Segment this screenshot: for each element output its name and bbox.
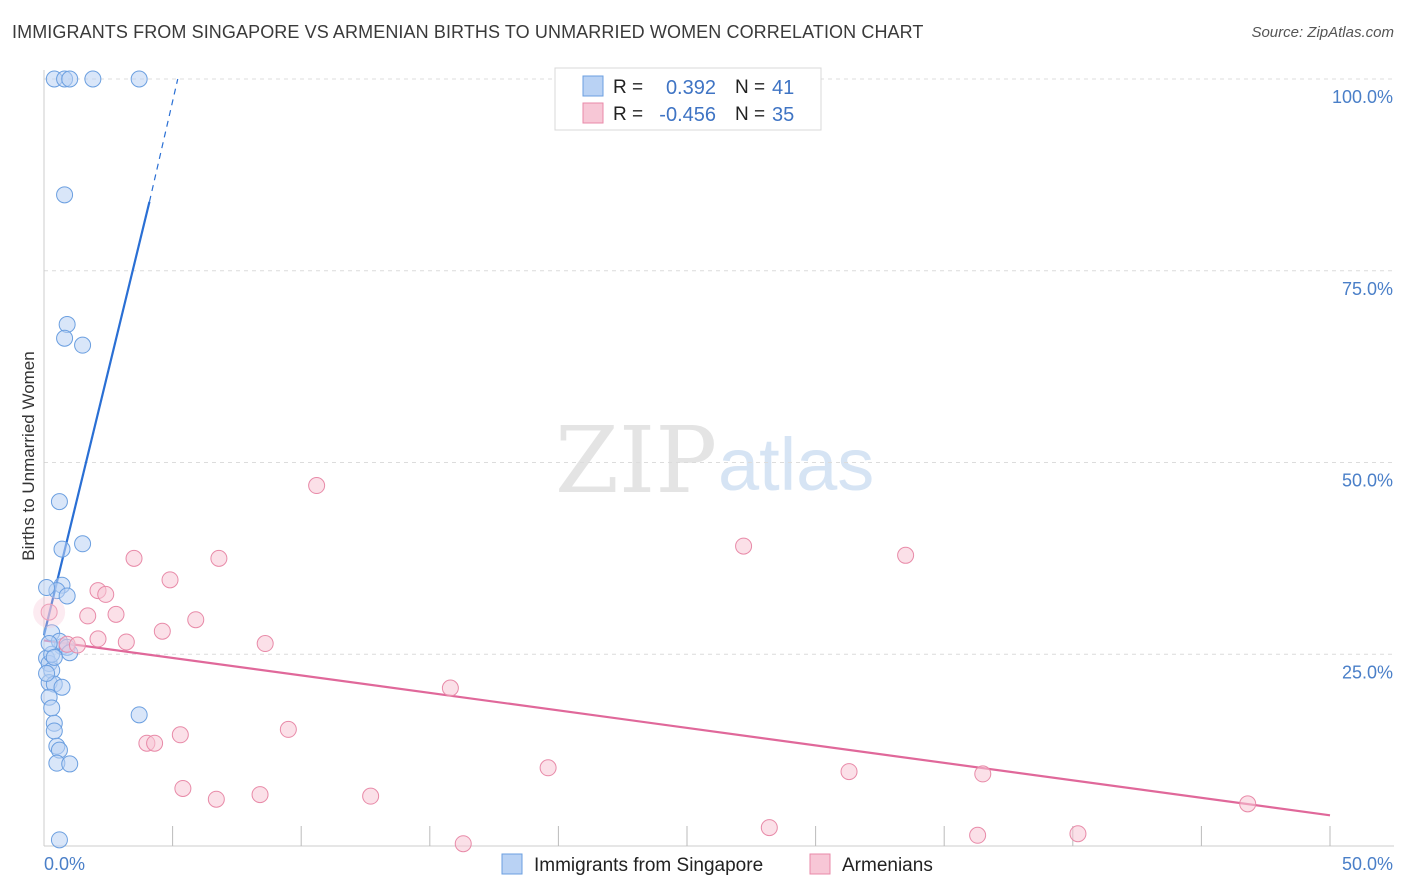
bottom-legend-swatch-armenians [809, 853, 831, 875]
armenians-point-17 [735, 537, 753, 555]
singapore-point-11 [74, 535, 92, 553]
armenians-point-30 [760, 819, 778, 837]
singapore-point-14 [58, 587, 76, 605]
source-label: Source: ZipAtlas.com [1251, 24, 1394, 41]
legend-n-value-2: 35 [772, 104, 794, 126]
armenians-point-18 [897, 546, 915, 564]
y-tick-label-100: 100.0% [1332, 87, 1393, 107]
legend-r-value-1: 0.392 [666, 77, 716, 99]
armenians-point-22 [279, 720, 297, 738]
trend-lines [42, 78, 1331, 817]
armenians-point-2 [68, 636, 86, 654]
legend-r-label-2: R = [613, 104, 643, 125]
x-tick-label-min: 0.0% [44, 854, 85, 874]
singapore-point-10 [53, 540, 71, 558]
watermark-atlas: atlas [718, 423, 874, 506]
y-tick-label-50: 50.0% [1342, 471, 1393, 491]
singapore-point-2 [61, 70, 79, 88]
armenians-point-27 [539, 759, 557, 777]
chart-title: IMMIGRANTS FROM SINGAPORE VS ARMENIAN BI… [12, 22, 924, 42]
armenians-point-11 [161, 571, 179, 589]
armenians-point-10 [153, 622, 171, 640]
armenians-point-0 [40, 603, 58, 621]
armenians-point-16 [441, 679, 459, 697]
bottom-legend-label-armenians: Armenians [842, 855, 933, 876]
armenians-point-3 [79, 607, 97, 625]
singapore-trend-line [42, 201, 151, 636]
singapore-point-15 [38, 579, 56, 597]
singapore-trend-extension [148, 78, 179, 202]
stats-legend: R = 0.392 N = 41 R = -0.456 N = 35 [554, 67, 822, 131]
legend-n-value-1: 41 [772, 77, 794, 99]
y-tick-labels: 100.0% 75.0% 50.0% 25.0% [1332, 87, 1393, 682]
x-tick-label-max: 50.0% [1342, 854, 1393, 874]
grid-lines [44, 78, 1394, 655]
data-points [33, 70, 1257, 853]
armenians-point-24 [207, 790, 225, 808]
armenians-point-7 [107, 605, 125, 623]
legend-swatch-singapore [582, 75, 604, 97]
singapore-point-37 [38, 664, 56, 682]
watermark-zip: ZIP [555, 407, 717, 514]
legend-r-label-1: R = [613, 77, 643, 98]
legend-r-value-2: -0.456 [659, 104, 716, 126]
armenians-point-6 [97, 585, 115, 603]
y-tick-label-25: 25.0% [1342, 662, 1393, 682]
armenians-point-21 [171, 726, 189, 744]
armenians-point-14 [256, 635, 274, 653]
armenians-point-25 [251, 786, 269, 804]
singapore-point-35 [61, 755, 79, 773]
bottom-legend-label-singapore: Immigrants from Singapore [534, 855, 763, 876]
armenians-point-32 [1069, 825, 1087, 843]
armenians-cluster-point [33, 596, 66, 629]
singapore-point-7 [56, 329, 74, 347]
armenians-point-29 [974, 765, 992, 783]
singapore-point-29 [130, 706, 148, 724]
singapore-point-26 [53, 678, 71, 696]
series-legend: Immigrants from Singapore Armenians [501, 853, 933, 876]
legend-n-label-2: N = [735, 104, 765, 125]
armenians-point-9 [125, 549, 143, 567]
armenians-point-15 [308, 477, 326, 495]
armenians-point-12 [187, 611, 205, 629]
armenians-point-28 [840, 763, 858, 781]
armenians-point-23 [174, 779, 192, 797]
armenians-point-20 [146, 734, 164, 752]
legend-swatch-armenians [582, 102, 604, 124]
singapore-point-6 [58, 315, 76, 333]
singapore-point-36 [50, 831, 68, 849]
armenians-point-8 [117, 633, 135, 651]
armenians-point-34 [454, 835, 472, 853]
singapore-point-9 [50, 493, 68, 511]
singapore-point-3 [84, 70, 102, 88]
singapore-point-40 [45, 648, 63, 666]
singapore-point-28 [43, 699, 61, 717]
armenians-point-4 [89, 630, 107, 648]
singapore-point-8 [74, 336, 92, 354]
x-tick-labels: 0.0% 50.0% [44, 854, 1393, 874]
legend-n-label-1: N = [735, 77, 765, 98]
armenians-point-33 [1239, 795, 1257, 813]
bottom-legend-swatch-singapore [501, 853, 523, 875]
singapore-point-4 [130, 70, 148, 88]
singapore-point-5 [56, 186, 74, 204]
armenians-point-13 [210, 549, 228, 567]
axes [43, 70, 1394, 847]
armenians-point-31 [969, 826, 987, 844]
y-axis-label: Births to Unmarried Women [19, 351, 38, 560]
singapore-point-31 [45, 722, 63, 740]
y-tick-label-75: 75.0% [1342, 279, 1393, 299]
armenians-point-26 [362, 787, 380, 805]
armenians-trend-line [43, 639, 1331, 817]
